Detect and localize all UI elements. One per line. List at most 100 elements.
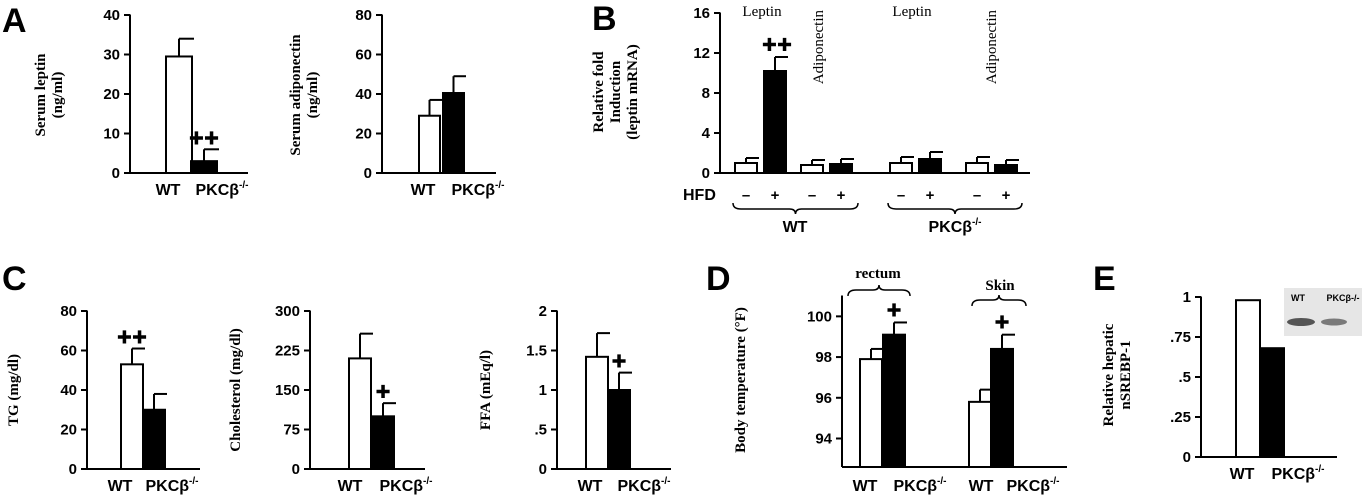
ffa-tick-label: .5 xyxy=(534,422,547,439)
adiponectin-tick-label: 60 xyxy=(355,47,372,64)
ffa-bar xyxy=(585,355,609,471)
srebp-bar xyxy=(1235,299,1261,459)
mrna-tick-label: 0 xyxy=(702,165,710,182)
temp-bar xyxy=(882,333,906,468)
mrna-bar xyxy=(889,162,913,174)
leptin-ylabel: Serum leptin xyxy=(33,53,49,137)
temp-group-label: Skin xyxy=(985,278,1015,294)
srebp-ylabel: Relative hepatic xyxy=(1101,323,1117,426)
western-blot-label: WT xyxy=(1291,293,1305,303)
cholesterol-ylabel: Cholesterol (mg/dl) xyxy=(228,328,244,451)
srebp-category-label: PKCβ-/- xyxy=(1272,464,1325,483)
mrna-genotype-label: PKCβ-/- xyxy=(929,217,982,236)
mrna-group-label: Adiponectin xyxy=(984,10,1000,85)
tg-ylabel: TG (mg/dl) xyxy=(6,354,22,426)
srebp-tick-label: .5 xyxy=(1178,369,1191,386)
srebp-tick-label: .75 xyxy=(1170,329,1191,346)
mrna-bar xyxy=(965,162,989,174)
temp-bar xyxy=(859,358,883,469)
mrna-hfd-label: HFD xyxy=(683,187,716,204)
adiponectin-category-label: WT xyxy=(411,182,436,199)
tg-bar xyxy=(120,363,144,471)
mrna-bar xyxy=(734,162,758,174)
mrna-tick-label: 8 xyxy=(702,85,710,102)
adiponectin-tick-label: 20 xyxy=(355,126,372,143)
temp-bar xyxy=(990,347,1014,468)
panel-letter-b: B xyxy=(592,0,617,38)
mrna-bar xyxy=(800,164,824,174)
temp-tick-label: 94 xyxy=(815,431,832,448)
mrna-hfd-sign: + xyxy=(1002,187,1011,204)
mrna-hfd-sign: + xyxy=(926,187,935,204)
cholesterol-tick-label: 150 xyxy=(275,382,300,399)
temp-tick-label: 98 xyxy=(815,349,832,366)
ffa-significance-mark: ✚ xyxy=(611,352,626,373)
leptin-tick-label: 40 xyxy=(103,7,120,24)
panel-letter-e: E xyxy=(1093,260,1116,298)
mrna-group-label: Adiponectin xyxy=(811,10,827,85)
adiponectin-category-label: PKCβ-/- xyxy=(452,180,505,199)
srebp-tick-label: 1 xyxy=(1183,289,1191,306)
mrna-genotype-label: WT xyxy=(783,219,808,236)
tg-category-label: PKCβ-/- xyxy=(146,476,199,495)
leptin-tick-label: 20 xyxy=(103,86,120,103)
panel-letter-a: A xyxy=(2,2,27,40)
leptin-tick-label: 30 xyxy=(103,47,120,64)
leptin-category-label: WT xyxy=(156,182,181,199)
leptin-category-label: PKCβ-/- xyxy=(196,180,249,199)
temp-bar xyxy=(968,400,992,469)
adiponectin-tick-label: 0 xyxy=(364,165,372,182)
temp-tick-label: 100 xyxy=(807,308,832,325)
adiponectin-tick-label: 40 xyxy=(355,86,372,103)
tg-tick-label: 20 xyxy=(60,422,77,439)
mrna-wt-brace xyxy=(732,202,859,215)
panel-letter-d: D xyxy=(706,260,731,298)
cholesterol-tick-label: 75 xyxy=(283,422,300,439)
ffa-tick-label: 0 xyxy=(539,461,547,478)
leptin-tick-label: 0 xyxy=(112,165,120,182)
cholesterol-category-label: PKCβ-/- xyxy=(380,476,433,495)
srebp-tick-label: 0 xyxy=(1183,449,1191,466)
ffa-bar xyxy=(607,389,631,470)
mrna-hfd-sign: – xyxy=(973,187,981,204)
western-blot-label: PKCβ-/- xyxy=(1327,293,1360,303)
tg-significance-mark: ✚✚ xyxy=(117,328,147,349)
temp-rectum-brace xyxy=(847,284,911,297)
temp-group-label: rectum xyxy=(855,266,901,282)
western-blot-band-ko xyxy=(1321,318,1347,326)
tg-category-label: WT xyxy=(108,478,133,495)
adiponectin-tick-label: 80 xyxy=(355,7,372,24)
temp-tick-label: 96 xyxy=(815,390,832,407)
tg-tick-label: 0 xyxy=(69,461,77,478)
ffa-category-label: PKCβ-/- xyxy=(618,476,671,495)
leptin-ylabel: (ng/ml) xyxy=(50,72,66,119)
leptin-bar xyxy=(165,55,193,174)
temp-category-label: PKCβ-/- xyxy=(894,476,947,495)
mrna-bar xyxy=(918,158,942,174)
leptin-bar xyxy=(190,160,218,174)
cholesterol-significance-mark: ✚ xyxy=(375,382,390,403)
mrna-hfd-sign: + xyxy=(837,187,846,204)
mrna-group-label: Leptin xyxy=(892,4,932,20)
mrna-hfd-sign: – xyxy=(897,187,905,204)
cholesterol-bar xyxy=(348,357,372,470)
tg-tick-label: 60 xyxy=(60,343,77,360)
mrna-tick-label: 16 xyxy=(693,5,710,22)
western-blot-image xyxy=(1284,288,1362,336)
ffa-tick-label: 1.5 xyxy=(526,343,547,360)
adiponectin-bar xyxy=(418,114,441,174)
mrna-bar xyxy=(829,163,853,174)
adiponectin-bar xyxy=(442,92,465,174)
temp-ylabel: Body temperature (°F) xyxy=(733,307,749,453)
mrna-tick-label: 12 xyxy=(693,45,710,62)
western-blot-band-wt xyxy=(1287,318,1315,326)
panel-letter-c: C xyxy=(2,260,27,298)
mrna-significance-mark: ✚✚ xyxy=(762,35,792,56)
ffa-ylabel: FFA (mEq/l) xyxy=(478,350,494,430)
mrna-ylabel: Induction xyxy=(608,60,624,123)
temp-skin-brace xyxy=(971,294,1027,307)
leptin-significance-mark: ✚✚ xyxy=(189,128,219,149)
mrna-ylabel: (leptin mRNA) xyxy=(625,44,641,139)
srebp-category-label: WT xyxy=(1230,466,1255,483)
